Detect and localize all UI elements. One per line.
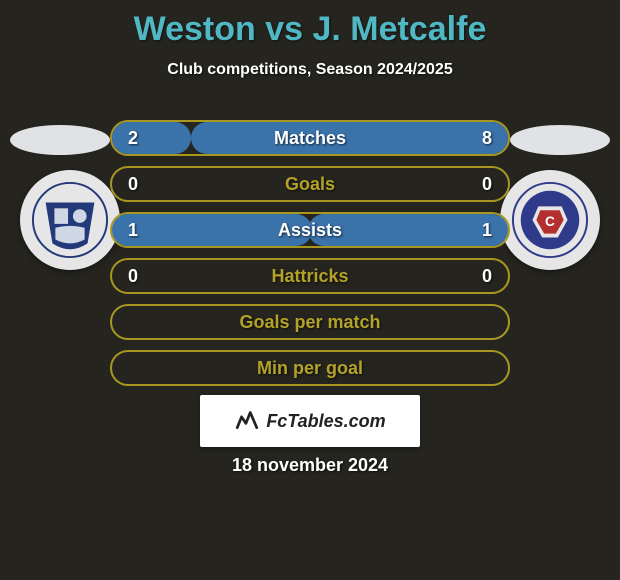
stat-label: Assists: [278, 220, 342, 241]
club-badge-left: [20, 170, 120, 270]
club-badge-right: C: [500, 170, 600, 270]
page-title: Weston vs J. Metcalfe: [0, 0, 620, 49]
attribution-icon: [234, 406, 260, 437]
stat-label: Hattricks: [271, 266, 348, 287]
comparison-infographic: Weston vs J. Metcalfe Club competitions,…: [0, 0, 620, 580]
svg-text:C: C: [545, 214, 555, 229]
stat-row: Matches 2 8: [110, 120, 510, 156]
stat-value-right: 8: [482, 128, 492, 149]
stat-value-right: 0: [482, 266, 492, 287]
stat-value-left: 0: [128, 266, 138, 287]
stat-bar-left: [112, 122, 191, 154]
stat-value-left: 1: [128, 220, 138, 241]
stat-label: Goals: [285, 174, 335, 195]
stat-label: Min per goal: [257, 358, 363, 379]
stat-value-left: 2: [128, 128, 138, 149]
stat-value-right: 0: [482, 174, 492, 195]
stat-row: Assists 1 1: [110, 212, 510, 248]
stat-row: Goals 0 0: [110, 166, 510, 202]
stat-row: Goals per match: [110, 304, 510, 340]
club-crest-left: [30, 180, 110, 260]
stats-area: Matches28Goals00Assists11Hattricks00Goal…: [110, 120, 510, 396]
stat-bar-right: [191, 122, 508, 154]
club-crest-right: C: [510, 180, 590, 260]
player-photo-left: [10, 125, 110, 155]
stat-label: Goals per match: [239, 312, 380, 333]
stat-row: Min per goal: [110, 350, 510, 386]
stat-row: Hattricks 0 0: [110, 258, 510, 294]
stat-value-right: 1: [482, 220, 492, 241]
stat-value-left: 0: [128, 174, 138, 195]
stat-label: Matches: [274, 128, 346, 149]
player-photo-right: [510, 125, 610, 155]
page-subtitle: Club competitions, Season 2024/2025: [0, 61, 620, 79]
attribution-text: FcTables.com: [266, 411, 385, 432]
attribution-badge: FcTables.com: [200, 395, 420, 447]
snapshot-date: 18 november 2024: [0, 455, 620, 476]
